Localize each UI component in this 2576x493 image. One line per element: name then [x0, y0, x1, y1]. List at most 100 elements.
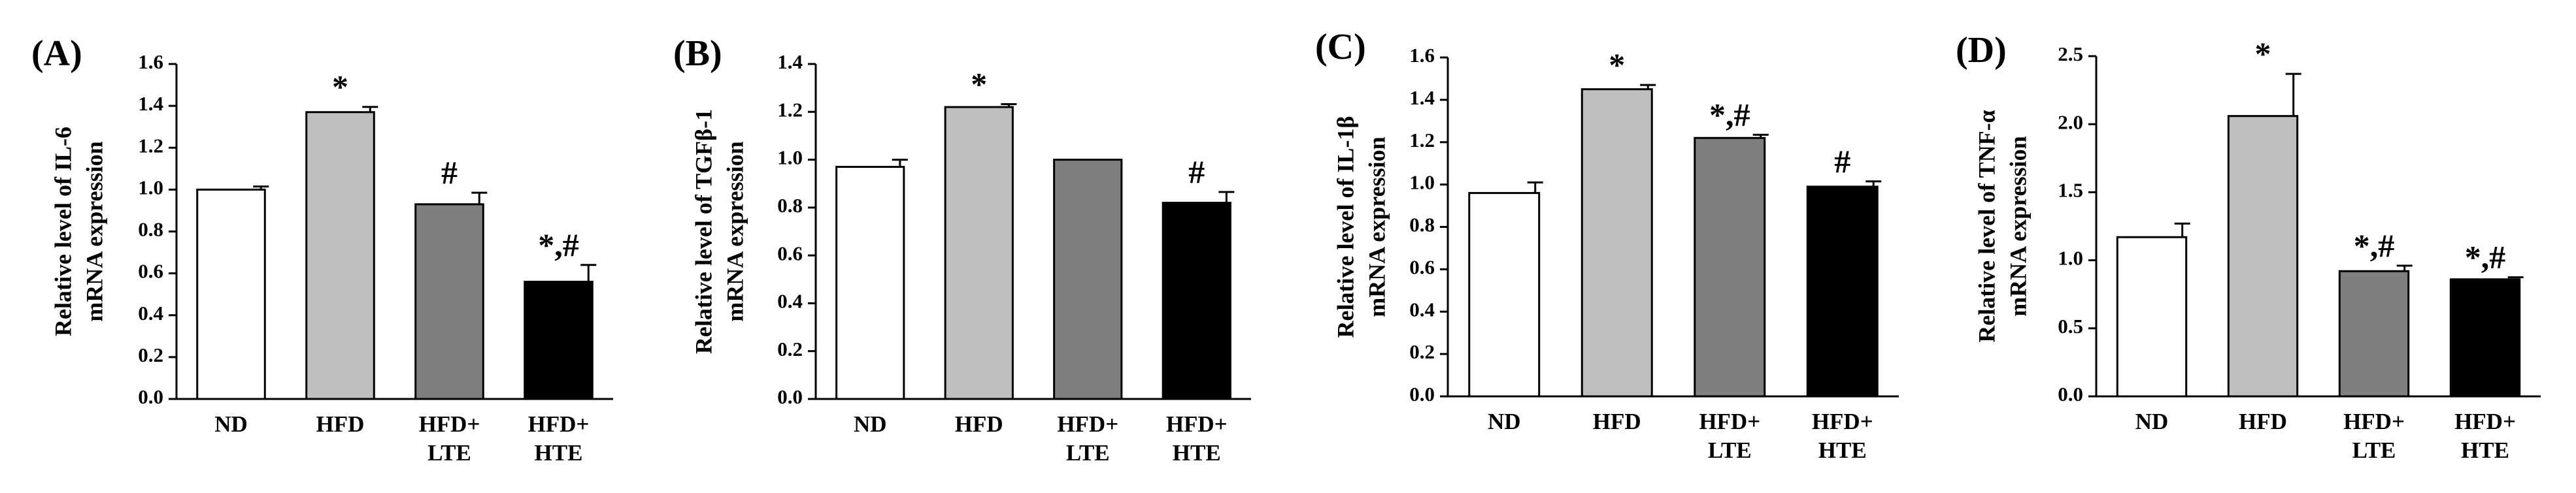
bar	[196, 188, 266, 400]
x-category-label: LTE	[2352, 437, 2396, 463]
y-tick-label: 0.4	[138, 302, 163, 325]
bar	[1053, 159, 1123, 400]
chart-panel: (D) Relative level of TNF-α mRNA expressio…	[1956, 30, 2541, 463]
y-tick-label: 0.6	[1409, 255, 1435, 278]
x-category-label: HTE	[1173, 440, 1221, 466]
y-tick-label: 0.0	[777, 385, 803, 408]
x-category-label: LTE	[1066, 440, 1110, 466]
bar	[1581, 88, 1653, 398]
x-category-label: HFD+	[2454, 409, 2516, 434]
y-axis-label: mRNA expression	[1363, 136, 1390, 317]
x-category-label: ND	[854, 411, 887, 437]
x-category-label: HFD+	[419, 411, 480, 437]
x-category-label: HTE	[535, 440, 583, 466]
y-tick-label: 1.2	[138, 134, 163, 157]
x-category-label: HFD+	[528, 411, 590, 437]
y-axis-label: mRNA expression	[81, 141, 107, 321]
y-axis-label: Relative level of TGFβ-1	[690, 109, 716, 354]
y-tick-label: 0.8	[1409, 214, 1435, 236]
bar	[835, 166, 905, 400]
y-tick-label: 0.2	[138, 343, 163, 366]
bar	[2338, 270, 2410, 398]
y-tick-label: 1.6	[1409, 44, 1435, 67]
y-tick-label: 2.5	[2058, 42, 2083, 65]
panel-letter: (A)	[31, 33, 82, 74]
bar	[944, 106, 1014, 400]
x-category-label: HTE	[2461, 437, 2509, 463]
y-tick-label: 0.0	[2058, 383, 2083, 406]
y-tick-label: 0.4	[777, 290, 803, 313]
y-tick-label: 0.0	[138, 385, 163, 408]
significance-label: #	[1188, 153, 1205, 190]
significance-label: *,#	[2465, 239, 2506, 276]
y-axis-label: Relative level of TNF-α	[1973, 110, 1999, 342]
bar	[1468, 192, 1541, 398]
y-axis-label: Relative level of IL-1β	[1332, 116, 1358, 338]
y-axis-label: mRNA expression	[2005, 136, 2031, 316]
y-tick-label: 0.8	[138, 218, 163, 241]
chart-panel: (C) Relative level of IL-1β mRNA expressio…	[1315, 27, 1899, 463]
bar	[1806, 185, 1879, 398]
bar	[2116, 236, 2188, 398]
panel-letter: (B)	[673, 33, 722, 74]
y-axis-label: mRNA expression	[722, 141, 748, 321]
x-category-label: LTE	[427, 440, 471, 466]
bar	[1162, 202, 1231, 400]
y-tick-label: 0.8	[777, 194, 803, 217]
significance-label: *,#	[1709, 96, 1750, 133]
bar	[305, 111, 375, 400]
significance-label: *	[2255, 35, 2271, 72]
significance-label: *	[971, 66, 987, 103]
y-tick-label: 1.2	[777, 98, 803, 121]
y-tick-label: 1.0	[138, 176, 163, 199]
x-category-label: HFD+	[1057, 411, 1118, 437]
chart-panel: (B) Relative level of TGFβ-1 mRNA expressi…	[673, 33, 1251, 466]
x-category-label: HFD+	[1812, 409, 1873, 434]
y-tick-label: 1.0	[777, 146, 803, 169]
y-tick-label: 1.2	[1409, 129, 1435, 151]
y-tick-label: 1.0	[2058, 247, 2083, 270]
y-tick-label: 1.4	[1409, 86, 1435, 109]
y-tick-label: 0.2	[777, 338, 803, 360]
chart-panel: (A) Relative level of IL-6 mRNA expression…	[31, 33, 613, 466]
bar	[2449, 278, 2521, 398]
y-tick-label: 0.4	[1409, 298, 1435, 321]
x-category-label: HTE	[1818, 437, 1867, 463]
bar	[414, 203, 484, 400]
y-tick-label: 0.6	[138, 260, 163, 283]
x-category-label: HFD	[1593, 409, 1641, 434]
x-category-label: HFD	[2239, 409, 2287, 434]
bar	[2227, 115, 2299, 398]
y-tick-label: 2.0	[2058, 110, 2083, 133]
x-category-label: ND	[214, 411, 248, 437]
y-tick-label: 0.6	[777, 242, 803, 264]
x-category-label: HFD	[955, 411, 1003, 437]
x-category-label: LTE	[1708, 437, 1752, 463]
significance-label: *,#	[538, 227, 579, 263]
significance-label: *,#	[2354, 227, 2395, 264]
bar	[524, 280, 594, 400]
y-tick-label: 0.0	[1409, 383, 1435, 406]
x-category-label: HFD	[316, 411, 365, 437]
y-axis-label: Relative level of IL-6	[50, 127, 76, 336]
y-tick-label: 1.6	[138, 50, 163, 73]
x-category-label: HFD+	[2343, 409, 2405, 434]
significance-label: *	[332, 69, 348, 105]
x-category-label: HFD+	[1166, 411, 1228, 437]
x-category-label: ND	[1488, 409, 1521, 434]
panel-letter: (D)	[1956, 30, 2007, 71]
y-tick-label: 0.5	[2058, 315, 2083, 338]
y-tick-label: 1.5	[2058, 179, 2083, 202]
y-tick-label: 1.4	[138, 92, 163, 115]
bar	[1694, 136, 1766, 398]
y-tick-label: 1.0	[1409, 171, 1435, 194]
x-category-label: ND	[2135, 409, 2169, 434]
significance-label: #	[1834, 143, 1850, 180]
panel-letter: (C)	[1315, 27, 1366, 67]
y-tick-label: 0.2	[1409, 340, 1435, 363]
significance-label: *	[1609, 46, 1625, 83]
significance-label: #	[441, 154, 458, 191]
y-tick-label: 1.4	[777, 50, 803, 73]
x-category-label: HFD+	[1699, 409, 1760, 434]
